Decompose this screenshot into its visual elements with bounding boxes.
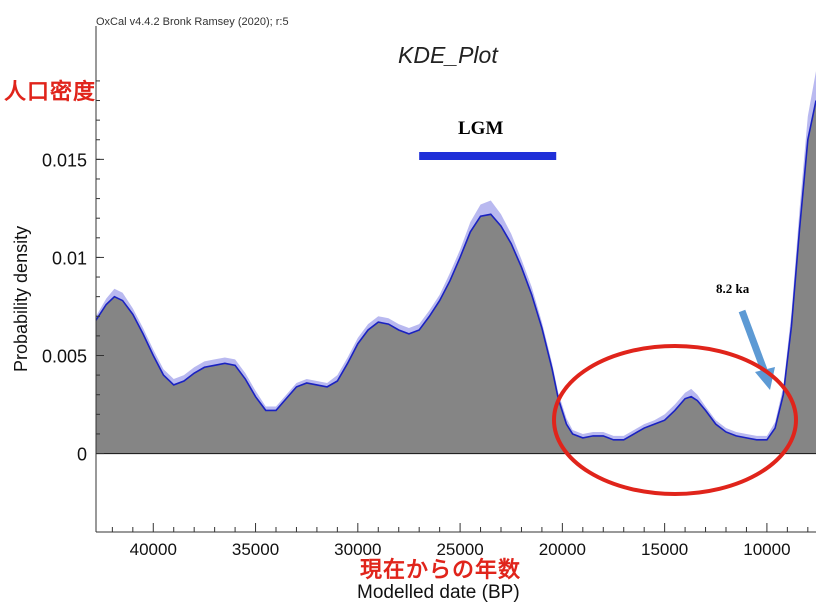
x-tick-label: 35000	[232, 540, 279, 559]
x-axis-label: Modelled date (BP)	[357, 582, 520, 603]
chart-title: KDE_Plot	[398, 42, 498, 68]
x-tick-label: 15000	[641, 540, 688, 559]
lgm-bar	[419, 152, 557, 160]
oxcal-credit: OxCal v4.4.2 Bronk Ramsey (2020); r:5	[96, 16, 289, 28]
ka-label: 8.2 ka	[716, 281, 750, 296]
lgm-label: LGM	[458, 118, 504, 139]
kde-density-area	[96, 100, 816, 454]
japanese-years-before-present-label: 現在からの年数	[360, 558, 522, 583]
x-axis-ticks: 40000 35000 30000 25000 20000 15000 10000	[111, 523, 809, 559]
y-axis-ticks: 0 0.005 0.01 0.015	[42, 80, 104, 465]
x-tick-label: 10000	[743, 540, 790, 559]
japanese-population-density-label: 人口密度	[4, 80, 97, 105]
x-tick-label: 20000	[539, 540, 586, 559]
y-tick-label: 0.015	[42, 150, 87, 170]
y-axis-label: Probability density	[11, 225, 31, 372]
y-tick-label: 0	[77, 445, 87, 465]
y-tick-label: 0.01	[52, 248, 87, 268]
y-tick-label: 0.005	[42, 346, 87, 366]
x-tick-label: 25000	[436, 540, 483, 559]
kde-density-line	[95, 100, 816, 441]
x-tick-label: 30000	[334, 540, 381, 559]
x-tick-label: 40000	[130, 540, 177, 559]
highlight-ellipse	[552, 344, 798, 496]
arrow-8-2ka-shaft	[738, 309, 768, 372]
